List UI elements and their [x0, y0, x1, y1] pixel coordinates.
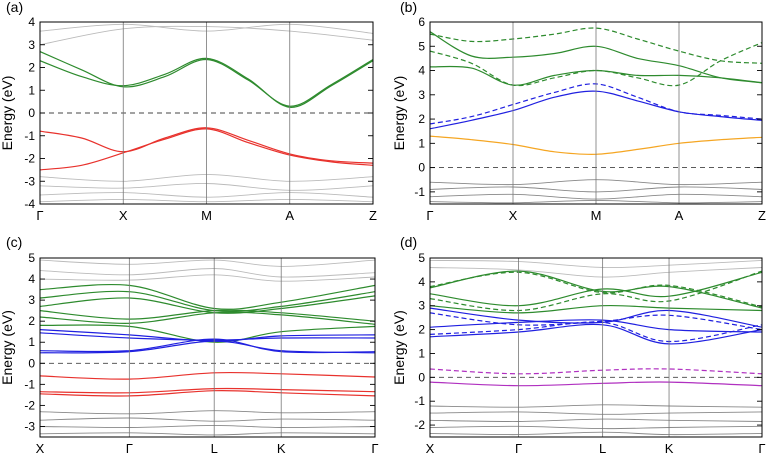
band-line-other — [430, 431, 762, 436]
x-tick-label: K — [277, 441, 286, 456]
y-tick-label: 0 — [28, 106, 35, 120]
y-tick-label: -3 — [24, 419, 35, 433]
band-line-other — [40, 417, 375, 422]
band-line-green — [40, 311, 375, 325]
band-line-purple — [430, 381, 762, 387]
x-tick-label: X — [509, 208, 518, 223]
y-tick-label: -2 — [24, 152, 35, 166]
y-tick-label: 0 — [28, 356, 35, 370]
x-tick-label: A — [675, 208, 684, 223]
band-panel-4: 5 4 3 2 1 0 -1 -2X Γ L K Γ Energy (eV) (d) — [391, 234, 766, 456]
plot-frame — [39, 257, 376, 438]
y-tick-label: 4 — [28, 15, 35, 29]
y-tick-label: 4 — [28, 272, 35, 286]
y-tick-label: 3 — [418, 299, 425, 313]
x-tick-label: A — [285, 208, 294, 223]
y-tick-label: -1 — [24, 129, 35, 143]
y-tick-label: 5 — [28, 251, 35, 265]
band-line-blue-dashed — [430, 312, 762, 331]
y-tick-label: 1 — [28, 335, 35, 349]
y-axis-label: Energy (eV) — [0, 310, 15, 385]
y-tick-label: 1 — [418, 346, 425, 360]
band-line-green-dashed — [430, 42, 762, 87]
band-line-red — [40, 389, 375, 397]
band-line-blue-dashed — [430, 321, 762, 343]
y-axis-label: Energy (eV) — [391, 310, 407, 385]
x-tick-label: M — [201, 208, 212, 223]
band-line-other — [430, 259, 762, 269]
y-tick-label: 1 — [28, 83, 35, 97]
x-tick-label: Γ — [36, 208, 43, 223]
band-line-green — [430, 271, 762, 307]
band-line-other — [430, 425, 762, 430]
y-tick-label: -1 — [414, 185, 425, 199]
y-tick-label: 0 — [418, 161, 425, 175]
y-tick-label: 2 — [418, 112, 425, 126]
y-tick-label: 3 — [28, 38, 35, 52]
band-panel-3: 5 4 3 2 1 0 -1 -2 -3X Γ L K Γ Energy (eV) (c) — [0, 234, 379, 456]
x-tick-label: M — [591, 208, 602, 223]
y-tick-label: 4 — [418, 64, 425, 78]
band-line-other — [40, 410, 375, 415]
x-tick-label: Γ — [515, 441, 522, 456]
y-axis-label: Energy (eV) — [0, 76, 15, 151]
y-tick-label: 1 — [418, 136, 425, 150]
x-tick-label: Γ — [426, 208, 433, 223]
y-tick-label: -1 — [414, 394, 425, 408]
band-line-other — [430, 411, 762, 415]
band-line-other — [40, 432, 375, 436]
y-tick-label: -2 — [414, 418, 425, 432]
y-tick-label: -2 — [24, 398, 35, 412]
band-line-red — [40, 371, 375, 380]
band-line-blue — [430, 323, 762, 345]
x-tick-label: L — [211, 441, 218, 456]
x-tick-label: K — [665, 441, 674, 456]
band-panel-2: 6 5 4 3 2 1 0 -1Γ X M A Z Energy (eV) (b) — [391, 0, 766, 223]
y-tick-label: 5 — [418, 251, 425, 265]
x-tick-label: X — [426, 441, 435, 456]
plot-frame — [429, 257, 763, 438]
band-lines — [430, 259, 762, 436]
y-tick-label: -1 — [24, 377, 35, 391]
y-tick-label: 3 — [418, 88, 425, 102]
y-tick-label: -4 — [24, 197, 35, 211]
x-tick-label: Z — [369, 208, 377, 223]
y-tick-label: 2 — [28, 61, 35, 75]
y-tick-label: 2 — [28, 314, 35, 328]
y-tick-label: -3 — [24, 174, 35, 188]
band-line-blue — [430, 319, 762, 333]
band-line-other — [40, 259, 375, 267]
y-axis-label: Energy (eV) — [391, 76, 407, 151]
x-tick-label: Γ — [371, 441, 378, 456]
band-line-other — [430, 404, 762, 408]
band-line-other — [430, 418, 762, 422]
y-tick-label: 2 — [418, 323, 425, 337]
band-line-green-dashed — [430, 27, 762, 64]
band-line-other — [40, 268, 375, 278]
x-tick-label: Z — [758, 208, 766, 223]
band-lines — [40, 259, 375, 436]
band-line-purple-dashed — [430, 368, 762, 375]
panel-label: (a) — [6, 0, 23, 15]
band-line-green — [430, 304, 762, 314]
band-line-other — [40, 424, 375, 428]
x-tick-label: Γ — [758, 441, 765, 456]
y-tick-label: 0 — [418, 370, 425, 384]
x-tick-label: Γ — [126, 441, 133, 456]
y-tick-label: 5 — [418, 39, 425, 53]
band-line-green — [40, 283, 375, 310]
x-tick-label: X — [36, 441, 45, 456]
x-tick-label: L — [599, 441, 606, 456]
band-line-green-dashed — [430, 270, 762, 312]
panel-label: (d) — [400, 234, 417, 250]
panel-label: (c) — [6, 234, 22, 250]
y-tick-label: 4 — [418, 275, 425, 289]
x-tick-label: X — [119, 208, 128, 223]
y-tick-label: 6 — [418, 15, 425, 29]
band-panel-1: 4 3 2 1 0 -1 -2 -3 -4Γ X M A Z Energy (eV) (a) — [0, 0, 377, 223]
panel-label: (b) — [400, 0, 417, 15]
y-tick-label: 3 — [28, 293, 35, 307]
plot-frame — [429, 21, 763, 205]
